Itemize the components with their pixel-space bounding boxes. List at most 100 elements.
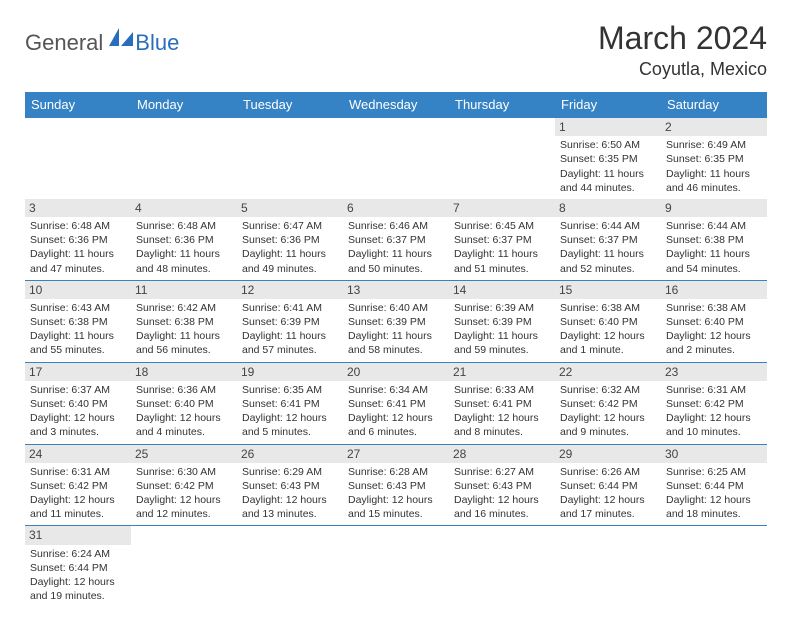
calendar-table: Sunday Monday Tuesday Wednesday Thursday… [25,92,767,607]
daylight-line: Daylight: 11 hours [454,247,550,261]
sunrise-line: Sunrise: 6:37 AM [30,383,126,397]
daylight-line: and 56 minutes. [136,343,232,357]
sunrise-line: Sunrise: 6:31 AM [666,383,762,397]
calendar-cell: 28 Sunrise: 6:27 AMSunset: 6:43 PMDayligh… [449,444,555,526]
daylight-line: Daylight: 11 hours [136,247,232,261]
brand-logo: General Blue [25,28,179,57]
calendar-cell: 22Sunrise: 6:32 AMSunset: 6:42 PMDayligh… [555,362,661,444]
sunrise-line: Sunrise: 6:41 AM [242,301,338,315]
sunset-line: Sunset: 6:39 PM [348,315,444,329]
daylight-line: and 15 minutes. [348,507,444,521]
daylight-line: Daylight: 12 hours [348,411,444,425]
sunset-line: Sunset: 6:43 PM [454,479,550,493]
day-number: 6 [343,199,449,217]
calendar-cell: 27Sunrise: 6:28 AMSunset: 6:43 PMDayligh… [343,444,449,526]
daylight-line: Daylight: 11 hours [666,167,762,181]
calendar-row: 31Sunrise: 6:24 AMSunset: 6:44 PMDayligh… [25,526,767,607]
day-number: 17 [25,363,131,381]
daylight-line: Daylight: 12 hours [348,493,444,507]
day-number: 11 [131,281,237,299]
day-number: 1 [555,118,661,136]
day-number: 5 [237,199,343,217]
sunrise-line: Sunrise: 6:35 AM [242,383,338,397]
daylight-line: and 10 minutes. [666,425,762,439]
daylight-line: Daylight: 12 hours [454,411,550,425]
sunrise-line: Sunrise: 6:42 AM [136,301,232,315]
daylight-line: Daylight: 11 hours [560,167,656,181]
day-number: 3 [25,199,131,217]
daylight-line: and 51 minutes. [454,262,550,276]
daylight-line: and 48 minutes. [136,262,232,276]
calendar-cell: 6Sunrise: 6:46 AMSunset: 6:37 PMDaylight… [343,199,449,280]
day-number: 30 [661,445,767,463]
daylight-line: Daylight: 11 hours [348,247,444,261]
calendar-row: 1Sunrise: 6:50 AMSunset: 6:35 PMDaylight… [25,118,767,199]
day-number: 23 [661,363,767,381]
calendar-cell [449,118,555,199]
day-number: 16 [661,281,767,299]
sunset-line: Sunset: 6:36 PM [136,233,232,247]
calendar-cell: 19Sunrise: 6:35 AMSunset: 6:41 PMDayligh… [237,362,343,444]
title-block: March 2024 Coyutla, Mexico [598,20,767,80]
sunset-line: Sunset: 6:40 PM [560,315,656,329]
calendar-cell: 20Sunrise: 6:34 AMSunset: 6:41 PMDayligh… [343,362,449,444]
day-number: 2 [661,118,767,136]
sunrise-line: Sunrise: 6:43 AM [30,301,126,315]
calendar-cell: 13Sunrise: 6:40 AMSunset: 6:39 PMDayligh… [343,280,449,362]
day-number: 19 [237,363,343,381]
daylight-line: and 47 minutes. [30,262,126,276]
day-number: 9 [661,199,767,217]
day-number: 14 [449,281,555,299]
sunset-line: Sunset: 6:40 PM [30,397,126,411]
day-header: Saturday [661,92,767,118]
calendar-cell: 8Sunrise: 6:44 AMSunset: 6:37 PMDaylight… [555,199,661,280]
day-number: 18 [131,363,237,381]
day-number: 21 [449,363,555,381]
sunrise-line: Sunrise: 6:36 AM [136,383,232,397]
calendar-cell: 15Sunrise: 6:38 AMSunset: 6:40 PMDayligh… [555,280,661,362]
day-number: 4 [131,199,237,217]
daylight-line: Daylight: 12 hours [454,493,550,507]
calendar-cell [237,526,343,607]
sunrise-line: Sunrise: 6:39 AM [454,301,550,315]
day-number: 15 [555,281,661,299]
daylight-line: Daylight: 12 hours [666,329,762,343]
daylight-line: and 3 minutes. [30,425,126,439]
calendar-cell: 31Sunrise: 6:24 AMSunset: 6:44 PMDayligh… [25,526,131,607]
sunrise-line: Sunrise: 6:25 AM [666,465,762,479]
daylight-line: Daylight: 12 hours [242,493,338,507]
daylight-line: Daylight: 12 hours [560,493,656,507]
sunset-line: Sunset: 6:38 PM [30,315,126,329]
sunrise-line: Sunrise: 6:31 AM [30,465,126,479]
sunset-line: Sunset: 6:38 PM [136,315,232,329]
calendar-cell: 12Sunrise: 6:41 AMSunset: 6:39 PMDayligh… [237,280,343,362]
brand-text-2: Blue [135,30,179,56]
sunrise-line: Sunrise: 6:30 AM [136,465,232,479]
day-number: 28 [449,445,555,463]
calendar-page: General Blue March 2024 Coyutla, Mexico … [0,0,792,627]
sunrise-line: Sunrise: 6:44 AM [560,219,656,233]
sunset-line: Sunset: 6:42 PM [30,479,126,493]
daylight-line: Daylight: 12 hours [136,493,232,507]
day-number: 20 [343,363,449,381]
day-number: 22 [555,363,661,381]
sunset-line: Sunset: 6:41 PM [348,397,444,411]
sunset-line: Sunset: 6:36 PM [242,233,338,247]
sunrise-line: Sunrise: 6:49 AM [666,138,762,152]
sunset-line: Sunset: 6:36 PM [30,233,126,247]
sunrise-line: Sunrise: 6:48 AM [136,219,232,233]
daylight-line: Daylight: 11 hours [30,247,126,261]
sunrise-line: Sunrise: 6:24 AM [30,547,126,561]
calendar-cell: 7Sunrise: 6:45 AMSunset: 6:37 PMDaylight… [449,199,555,280]
sunrise-line: Sunrise: 6:50 AM [560,138,656,152]
daylight-line: Daylight: 12 hours [30,493,126,507]
calendar-cell: 29Sunrise: 6:26 AMSunset: 6:44 PMDayligh… [555,444,661,526]
daylight-line: and 6 minutes. [348,425,444,439]
sunrise-line: Sunrise: 6:27 AM [454,465,550,479]
calendar-cell: 16Sunrise: 6:38 AMSunset: 6:40 PMDayligh… [661,280,767,362]
daylight-line: and 8 minutes. [454,425,550,439]
daylight-line: Daylight: 12 hours [666,411,762,425]
daylight-line: and 2 minutes. [666,343,762,357]
calendar-cell [449,526,555,607]
sunset-line: Sunset: 6:41 PM [242,397,338,411]
